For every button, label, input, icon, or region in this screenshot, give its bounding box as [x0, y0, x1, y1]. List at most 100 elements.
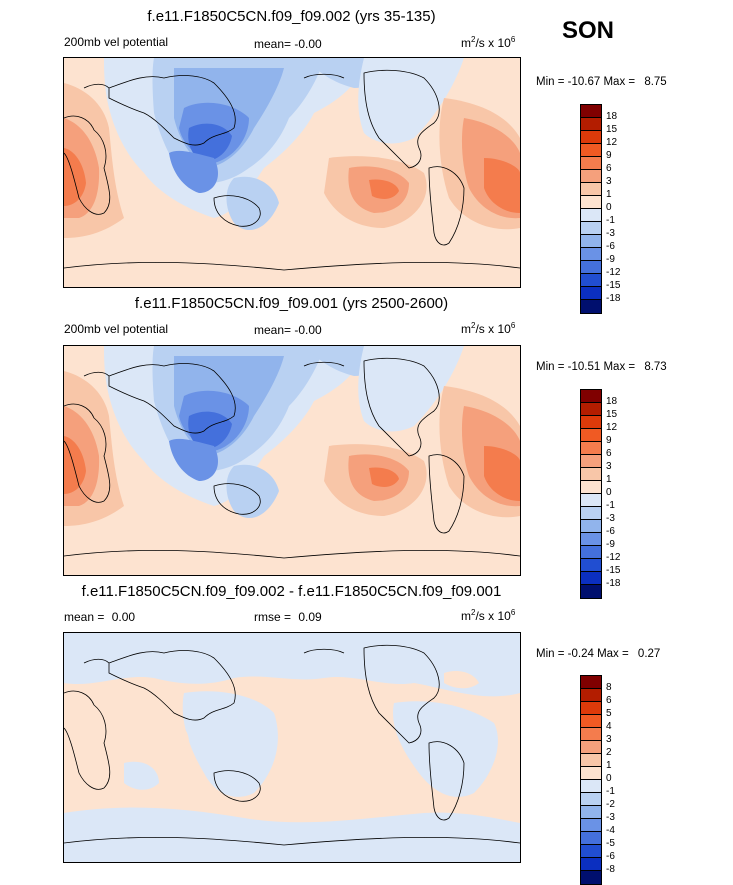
colorbar-tick: 4 [606, 721, 612, 732]
colorbar-swatch [581, 858, 601, 871]
colorbar-tick: -2 [606, 799, 615, 810]
colorbar-tick: -9 [606, 254, 615, 265]
panel-1-minmax: Min = -10.67 Max = 8.75 [536, 76, 667, 88]
panel-2-units: m2/s x 106 [461, 321, 516, 337]
panel-1-map [63, 57, 521, 288]
colorbar-tick: -3 [606, 228, 615, 239]
colorbar-swatch [581, 429, 601, 442]
colorbar-tick: 3 [606, 734, 612, 745]
colorbar-swatch [581, 183, 601, 196]
colorbar-swatch [581, 300, 601, 313]
colorbar-tick: -18 [606, 293, 621, 304]
colorbar-swatch [581, 403, 601, 416]
panel-2-title: f.e11.F1850C5CN.f09_f09.001 (yrs 2500-26… [134, 295, 449, 312]
panel-1-mean-label: mean= [254, 37, 292, 51]
colorbar-swatch [581, 105, 601, 118]
colorbar-tick: 6 [606, 163, 612, 174]
colorbar-tick: -1 [606, 786, 615, 797]
colorbar-tick: -9 [606, 539, 615, 550]
colorbar-swatch [581, 520, 601, 533]
colorbar-tick: 3 [606, 176, 612, 187]
panel-2-variable-label: 200mb vel potential [64, 322, 169, 336]
panel-3-max-value: 0.27 [637, 648, 661, 660]
colorbar-swatch [581, 533, 601, 546]
panel-2-min-value: -10.51 [567, 361, 601, 373]
panel-3-rmse: rmse = 0.09 [254, 610, 322, 624]
panel-2-mean: mean= -0.00 [254, 323, 322, 337]
colorbar-tick: 2 [606, 747, 612, 758]
colorbar-tick: 5 [606, 708, 612, 719]
colorbar-swatch [581, 170, 601, 183]
colorbar-swatch [581, 845, 601, 858]
colorbar-swatch [581, 144, 601, 157]
colorbar-tick: 9 [606, 435, 612, 446]
colorbar-tick: 12 [606, 137, 618, 148]
colorbar-swatch [581, 871, 601, 884]
colorbar-tick: -6 [606, 851, 615, 862]
colorbar-tick: 1 [606, 189, 612, 200]
colorbar-swatch [581, 572, 601, 585]
panel-3-rmse-value: 0.09 [298, 610, 322, 624]
colorbar-tick: -3 [606, 513, 615, 524]
colorbar-tick: 18 [606, 396, 618, 407]
colorbar-tick: -6 [606, 526, 615, 537]
panel-3-min-value: -0.24 [567, 648, 594, 660]
colorbar-swatch [581, 832, 601, 845]
panel-2-map [63, 345, 521, 576]
colorbar-swatch [581, 793, 601, 806]
colorbar-tick: -12 [606, 552, 621, 563]
colorbar-swatch [581, 728, 601, 741]
colorbar-swatch [581, 819, 601, 832]
colorbar-swatch [581, 507, 601, 520]
colorbar-swatch [581, 455, 601, 468]
colorbar-tick: 18 [606, 111, 618, 122]
colorbar-tick: -1 [606, 215, 615, 226]
panel-3-minmax: Min = -0.24 Max = 0.27 [536, 648, 661, 660]
panel-3-title: f.e11.F1850C5CN.f09_f09.002 - f.e11.F185… [81, 583, 502, 600]
panel-3-map-svg [64, 633, 520, 862]
colorbar-tick: 9 [606, 150, 612, 161]
panel-1-variable-label: 200mb vel potential [64, 35, 169, 49]
colorbar-swatch [581, 741, 601, 754]
colorbar-tick: 15 [606, 124, 618, 135]
colorbar-swatch [581, 442, 601, 455]
colorbar-swatch [581, 131, 601, 144]
colorbar-tick: 12 [606, 422, 618, 433]
panel-1-mean: mean= -0.00 [254, 37, 322, 51]
panel-1-mean-value: -0.00 [294, 37, 322, 51]
colorbar-swatch [581, 702, 601, 715]
panel-2-minmax: Min = -10.51 Max = 8.73 [536, 361, 667, 373]
panel-2-max-value: 8.73 [644, 361, 667, 373]
colorbar-tick: -1 [606, 500, 615, 511]
colorbar-tick: 1 [606, 474, 612, 485]
colorbar-tick: -12 [606, 267, 621, 278]
colorbar-swatch [581, 559, 601, 572]
colorbar-tick: 0 [606, 773, 612, 784]
colorbar-tick: -3 [606, 812, 615, 823]
colorbar-swatch [581, 416, 601, 429]
colorbar-swatch [581, 274, 601, 287]
colorbar-swatch [581, 780, 601, 793]
colorbar-tick: 0 [606, 202, 612, 213]
colorbar-swatch [581, 715, 601, 728]
panel-3-mean: mean = 0.00 [64, 610, 135, 624]
panel-1-title: f.e11.F1850C5CN.f09_f09.002 (yrs 35-135) [147, 8, 436, 25]
colorbar-swatch [581, 222, 601, 235]
panel-3-mean-label: mean = [64, 610, 105, 624]
panel-3-rmse-label: rmse = [254, 610, 292, 624]
colorbar-swatch [581, 767, 601, 780]
colorbar-swatch [581, 494, 601, 507]
colorbar-swatch [581, 754, 601, 767]
colorbar-swatch [581, 689, 601, 702]
colorbar-swatch [581, 118, 601, 131]
season-label: SON [562, 17, 615, 44]
panel-2-mean-label: mean= [254, 323, 292, 337]
colorbar-swatch [581, 546, 601, 559]
colorbar-swatch [581, 196, 601, 209]
panel-3-map [63, 632, 521, 863]
panel-1-min-value: -10.67 [567, 76, 601, 88]
colorbar-tick: -15 [606, 280, 621, 291]
panel-3-units: m2/s x 106 [461, 608, 516, 624]
panel-3-mean-value: 0.00 [111, 610, 136, 624]
colorbar-swatch [581, 248, 601, 261]
